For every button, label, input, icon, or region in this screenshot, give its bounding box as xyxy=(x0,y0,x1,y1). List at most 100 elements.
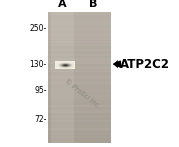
Bar xyxy=(59,66,61,67)
Bar xyxy=(51,53,74,54)
Text: A: A xyxy=(58,0,67,9)
Bar xyxy=(51,90,74,92)
Bar xyxy=(51,76,74,77)
Bar xyxy=(72,65,73,66)
Bar xyxy=(65,64,66,65)
Bar xyxy=(51,48,74,49)
Bar xyxy=(51,125,74,126)
Bar xyxy=(48,141,111,143)
Bar xyxy=(72,66,73,67)
Bar xyxy=(71,61,72,62)
Bar xyxy=(51,95,74,97)
Bar xyxy=(48,15,111,17)
Bar xyxy=(51,40,74,41)
Bar xyxy=(51,49,74,51)
Bar xyxy=(51,133,74,134)
Bar xyxy=(72,62,73,63)
Bar xyxy=(51,33,74,35)
Bar xyxy=(48,13,111,15)
Bar xyxy=(48,102,111,103)
Bar xyxy=(48,20,111,22)
Bar xyxy=(48,44,111,46)
Bar xyxy=(51,92,74,93)
Bar xyxy=(51,103,74,105)
Bar xyxy=(70,61,71,62)
Bar xyxy=(68,61,69,62)
Bar xyxy=(72,61,73,62)
Bar xyxy=(65,65,66,66)
Bar xyxy=(51,20,74,22)
Bar xyxy=(71,67,72,68)
Bar xyxy=(51,31,74,33)
Bar xyxy=(48,130,111,131)
Bar xyxy=(67,62,68,63)
Bar xyxy=(48,69,111,71)
Bar xyxy=(51,41,74,43)
Bar xyxy=(48,22,111,23)
Bar xyxy=(48,121,111,123)
Bar xyxy=(48,25,111,26)
Bar xyxy=(67,64,68,65)
Bar xyxy=(61,65,62,66)
Bar xyxy=(48,133,111,134)
Bar xyxy=(61,68,62,69)
Bar xyxy=(51,128,74,130)
Bar xyxy=(51,141,74,143)
Bar xyxy=(48,93,111,95)
Bar xyxy=(51,13,74,15)
Bar xyxy=(48,67,111,69)
Bar xyxy=(48,28,111,30)
Bar xyxy=(64,67,65,68)
Bar xyxy=(51,74,74,76)
Bar xyxy=(51,56,74,58)
Bar xyxy=(65,61,66,62)
Bar xyxy=(48,134,111,136)
Bar xyxy=(70,65,71,66)
Bar xyxy=(51,79,74,80)
Bar xyxy=(48,139,111,141)
Bar xyxy=(48,26,111,28)
Text: ATP2C2: ATP2C2 xyxy=(120,58,170,71)
Bar xyxy=(69,64,70,65)
Bar xyxy=(74,65,75,66)
Bar xyxy=(55,68,57,69)
Bar xyxy=(55,61,57,62)
Bar xyxy=(51,107,74,108)
Bar xyxy=(51,25,74,26)
Bar xyxy=(64,62,65,63)
Bar xyxy=(51,51,74,53)
Bar xyxy=(57,65,59,66)
Bar xyxy=(65,66,66,67)
Bar xyxy=(65,62,66,63)
Bar xyxy=(48,43,111,45)
Bar xyxy=(64,65,65,66)
Bar xyxy=(58,62,59,63)
Bar xyxy=(48,71,111,72)
Bar xyxy=(48,61,111,62)
Bar xyxy=(51,112,74,113)
Text: 130-: 130- xyxy=(29,60,47,69)
Bar xyxy=(74,62,75,63)
Bar xyxy=(48,92,111,93)
Bar xyxy=(73,68,74,69)
Bar xyxy=(48,30,111,31)
Bar xyxy=(51,71,74,72)
Bar xyxy=(48,90,111,92)
Bar xyxy=(67,67,68,68)
Bar xyxy=(62,63,63,64)
Bar xyxy=(51,23,74,25)
Bar xyxy=(57,61,59,62)
Bar xyxy=(51,46,74,48)
Bar xyxy=(51,102,74,103)
Bar xyxy=(63,67,64,68)
Bar xyxy=(58,63,59,64)
Bar xyxy=(67,61,68,62)
Bar xyxy=(74,67,75,68)
Bar xyxy=(51,105,74,107)
Bar xyxy=(59,65,61,66)
Text: B: B xyxy=(89,0,97,9)
Bar xyxy=(62,62,63,63)
Bar xyxy=(51,36,74,38)
Bar xyxy=(68,62,69,63)
Polygon shape xyxy=(113,60,118,68)
